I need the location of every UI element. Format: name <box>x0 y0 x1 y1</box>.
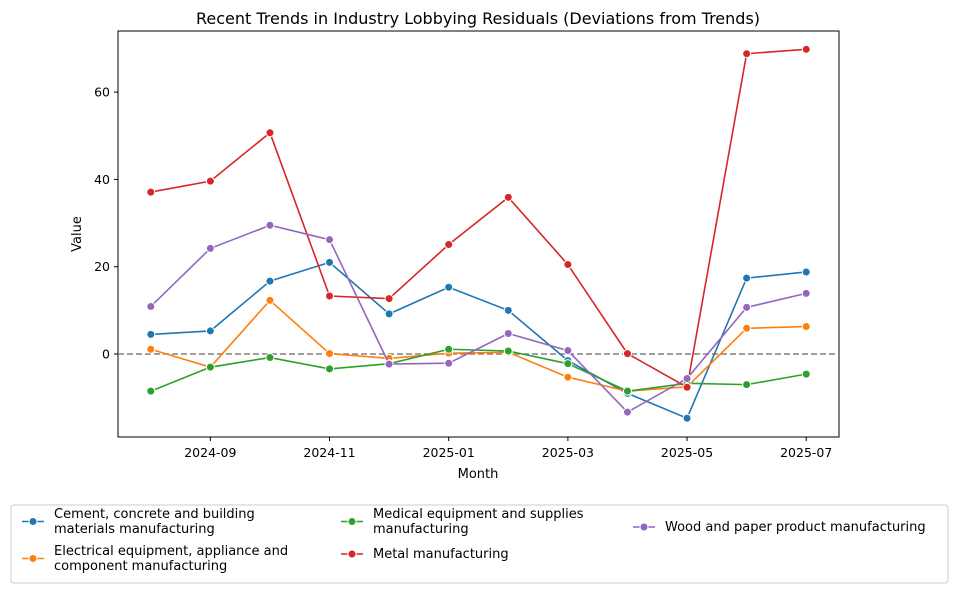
data-point <box>146 301 156 311</box>
legend-label: Cement, concrete and building <box>54 507 255 522</box>
y-axis: 0 20 40 60 <box>94 85 118 362</box>
series-line <box>150 48 807 389</box>
data-point <box>205 243 215 253</box>
legend-label: component manufacturing <box>54 559 227 574</box>
x-tick-label: 2024-09 <box>184 445 236 460</box>
x-tick-label: 2025-01 <box>423 445 475 460</box>
series-1 <box>146 295 811 396</box>
data-point <box>265 295 275 305</box>
x-tick-label: 2025-05 <box>661 445 713 460</box>
y-tick-label: 40 <box>94 172 110 187</box>
legend-swatch-marker <box>347 549 357 559</box>
data-point <box>146 344 156 354</box>
legend-label: Metal manufacturing <box>373 547 509 562</box>
legend-label: manufacturing <box>373 522 469 537</box>
data-point <box>265 276 275 286</box>
data-point <box>325 257 335 267</box>
data-point <box>742 323 752 333</box>
legend-item: Wood and paper product manufacturing <box>633 520 926 535</box>
data-point <box>503 305 513 315</box>
legend-item: Electrical equipment, appliance andcompo… <box>22 544 288 574</box>
data-point <box>801 322 811 332</box>
data-point <box>622 386 632 396</box>
data-point <box>444 344 454 354</box>
data-point <box>384 294 394 304</box>
y-tick-label: 20 <box>94 259 110 274</box>
legend-label: Electrical equipment, appliance and <box>54 544 288 559</box>
data-point <box>682 382 692 392</box>
data-point <box>325 349 335 359</box>
chart-title: Recent Trends in Industry Lobbying Resid… <box>196 9 760 28</box>
legend-swatch-marker <box>28 517 38 526</box>
series-line <box>150 299 807 392</box>
data-point <box>801 44 811 54</box>
series-lines <box>146 44 811 423</box>
series-2 <box>146 344 811 396</box>
data-point <box>325 291 335 301</box>
data-point <box>742 380 752 390</box>
data-point <box>563 372 573 382</box>
data-point <box>205 326 215 336</box>
x-tick-label: 2024-11 <box>303 445 355 460</box>
legend-label: Medical equipment and supplies <box>373 507 584 522</box>
series-4 <box>146 220 811 417</box>
series-line <box>150 224 807 414</box>
data-point <box>146 187 156 197</box>
data-point <box>444 239 454 249</box>
data-point <box>146 329 156 339</box>
data-point <box>265 353 275 363</box>
legend-swatch-marker <box>28 554 38 563</box>
data-point <box>503 329 513 339</box>
data-point <box>801 267 811 277</box>
data-point <box>801 288 811 298</box>
data-point <box>384 359 394 369</box>
x-tick-label: 2025-07 <box>780 445 832 460</box>
legend-box <box>10 504 949 584</box>
y-tick-label: 60 <box>94 85 110 100</box>
data-point <box>742 273 752 283</box>
x-axis-title: Month <box>458 467 499 482</box>
data-point <box>622 349 632 359</box>
data-point <box>444 358 454 368</box>
data-point <box>563 346 573 356</box>
series-0 <box>146 257 811 423</box>
x-axis: 2024-09 2024-11 2025-01 2025-03 2025-05 2025-… <box>184 437 832 460</box>
data-point <box>622 407 632 417</box>
data-point <box>146 386 156 396</box>
series-3 <box>146 44 811 392</box>
data-point <box>205 362 215 372</box>
data-point <box>265 128 275 138</box>
data-point <box>384 309 394 319</box>
data-point <box>563 359 573 369</box>
data-point <box>444 282 454 292</box>
legend-item: Medical equipment and suppliesmanufactur… <box>341 507 584 537</box>
data-point <box>265 220 275 230</box>
data-point <box>682 374 692 384</box>
legend-swatch-marker <box>347 517 357 526</box>
y-tick-label: 0 <box>102 347 110 362</box>
data-point <box>682 413 692 423</box>
data-point <box>801 369 811 379</box>
x-tick-label: 2025-03 <box>542 445 594 460</box>
series-line <box>150 348 807 392</box>
series-line <box>150 261 807 420</box>
data-point <box>325 235 335 245</box>
legend-label: materials manufacturing <box>54 522 215 537</box>
data-point <box>205 176 215 186</box>
plot-area <box>117 30 840 438</box>
y-axis-title: Value <box>70 216 85 252</box>
legend-label: Wood and paper product manufacturing <box>665 520 926 535</box>
data-point <box>503 192 513 202</box>
data-point <box>563 260 573 270</box>
data-point <box>742 49 752 59</box>
legend-swatch-marker <box>639 522 649 532</box>
data-point <box>742 302 752 312</box>
data-point <box>325 364 335 374</box>
legend-item: Metal manufacturing <box>341 547 509 562</box>
data-point <box>503 346 513 356</box>
